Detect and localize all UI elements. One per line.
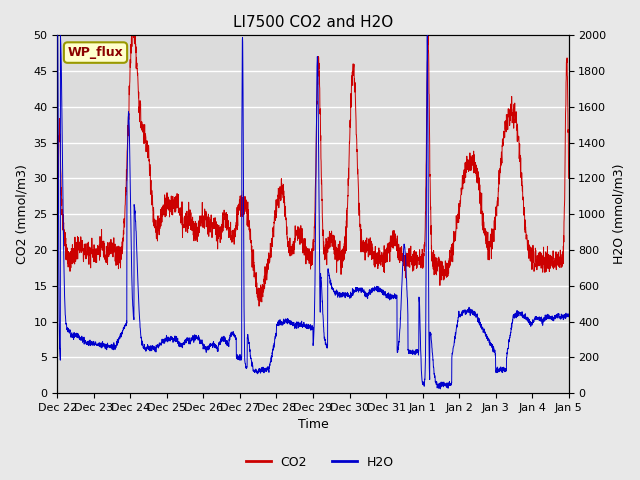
H2O <box>54 33 61 38</box>
CO2 <box>142 142 150 147</box>
CO2 <box>555 264 563 269</box>
CO2 <box>128 33 136 38</box>
H2O <box>564 313 572 319</box>
CO2 <box>112 245 120 251</box>
CO2 <box>272 210 280 216</box>
CO2 <box>250 247 257 252</box>
CO2 <box>564 176 572 181</box>
H2O <box>436 386 444 392</box>
Legend: CO2, H2O: CO2, H2O <box>241 451 399 474</box>
X-axis label: Time: Time <box>298 419 328 432</box>
H2O <box>112 344 120 350</box>
Y-axis label: CO2 (mmol/m3): CO2 (mmol/m3) <box>15 164 28 264</box>
Title: LI7500 CO2 and H2O: LI7500 CO2 and H2O <box>233 15 393 30</box>
Text: WP_flux: WP_flux <box>68 46 124 59</box>
Line: H2O: H2O <box>58 36 568 389</box>
H2O <box>555 312 563 318</box>
H2O <box>500 367 508 373</box>
Y-axis label: H2O (mmol/m3): H2O (mmol/m3) <box>612 164 625 264</box>
H2O <box>272 332 280 338</box>
CO2 <box>54 230 61 236</box>
H2O <box>250 367 257 373</box>
H2O <box>142 347 150 352</box>
CO2 <box>255 303 263 309</box>
CO2 <box>500 130 508 136</box>
Line: CO2: CO2 <box>58 36 568 306</box>
